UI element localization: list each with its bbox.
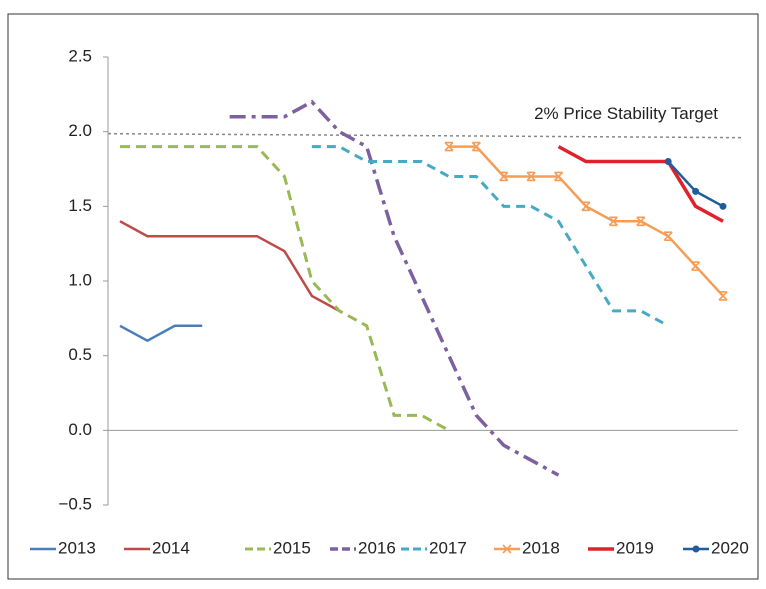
legend-label: 2014	[152, 538, 190, 557]
y-tick-label: 1.5	[68, 196, 92, 215]
legend-label: 2016	[358, 538, 396, 557]
y-tick-label: 2.5	[68, 46, 92, 65]
series-line	[557, 145, 724, 223]
legend-label: 2017	[429, 538, 467, 557]
y-tick-label: 1.0	[68, 270, 92, 289]
legend-label: 2013	[58, 538, 96, 557]
point-marker	[444, 141, 454, 152]
point-marker	[636, 216, 646, 227]
legend-label: 2015	[273, 538, 311, 557]
point-marker	[663, 231, 673, 241]
series-line	[229, 99, 560, 477]
series-line	[311, 145, 669, 328]
legend-marker	[502, 544, 512, 554]
y-tick-label: 2.0	[68, 121, 92, 140]
series-line	[120, 145, 450, 432]
series-line	[448, 145, 724, 297]
legend-label: 2019	[616, 538, 654, 557]
y-tick-label: 0.0	[68, 420, 92, 439]
point-marker	[499, 171, 509, 182]
legend-marker	[692, 545, 700, 553]
point-marker	[719, 202, 727, 210]
point-marker	[692, 187, 700, 195]
point-marker	[718, 291, 728, 301]
legend-label: 2020	[711, 538, 749, 557]
y-tick-label: 0.5	[68, 345, 92, 364]
y-tick-label: −0.5	[58, 494, 92, 513]
point-marker	[581, 201, 591, 212]
point-marker	[553, 171, 564, 182]
point-marker	[471, 141, 481, 152]
point-marker	[608, 216, 618, 227]
point-marker	[664, 158, 672, 166]
frame	[7, 13, 759, 580]
target-label: 2% Price Stability Target	[534, 104, 718, 123]
point-marker	[691, 261, 701, 271]
legend-label: 2018	[522, 538, 560, 557]
series-line	[119, 324, 203, 343]
series-line	[667, 160, 724, 208]
series-line	[119, 220, 340, 312]
point-marker	[526, 171, 536, 182]
target-line	[107, 132, 743, 139]
